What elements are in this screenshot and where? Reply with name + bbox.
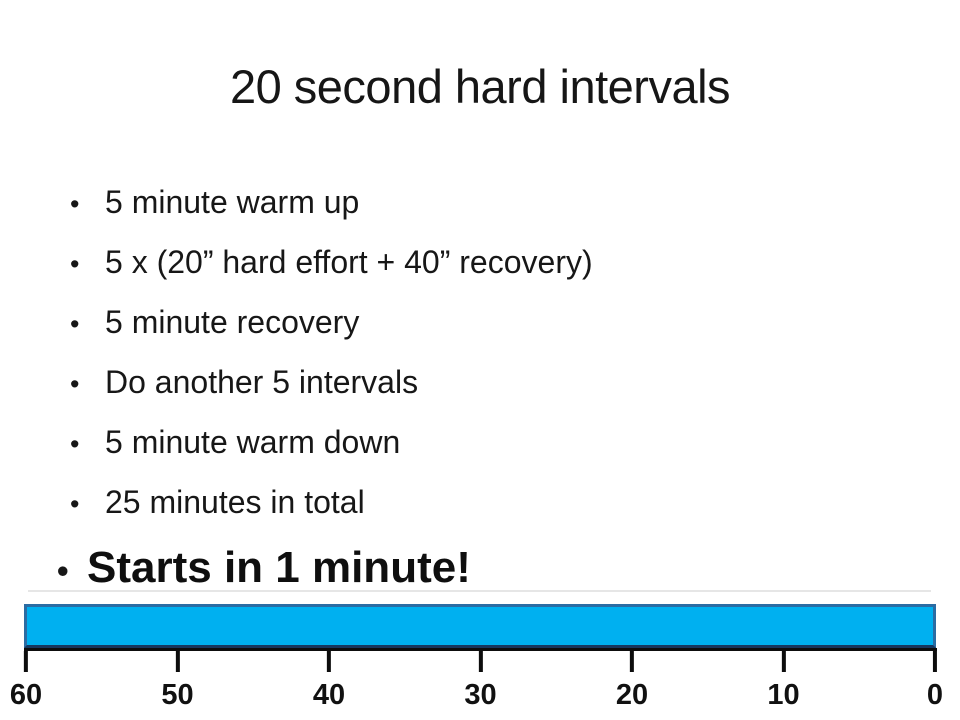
slide-title: 20 second hard intervals (229, 60, 731, 113)
bullet-text: 5 minute warm up (105, 184, 360, 220)
bullet-item: • 5 minute recovery (62, 304, 944, 342)
axis-tick: 0 (927, 651, 943, 710)
axis-tick-mark (23, 651, 28, 672)
axis-tick-mark (326, 651, 331, 672)
axis-tick-mark (629, 651, 634, 672)
bullet-text: 5 x (20” hard effort + 40” recovery) (105, 244, 593, 280)
bullet-item: • 5 minute warm up (62, 184, 944, 222)
bullet-text: Do another 5 intervals (105, 364, 419, 400)
axis-tick-label: 20 (615, 679, 649, 711)
axis-tick: 30 (464, 651, 497, 711)
bullet-dot-icon: • (70, 429, 80, 459)
bullet-item: • Do another 5 intervals (62, 364, 944, 402)
bullet-dot-icon: • (70, 249, 80, 279)
bullet-item: • 5 x (20” hard effort + 40” recovery) (62, 244, 944, 282)
axis-tick-mark (175, 651, 180, 672)
axis-tick-label: 10 (767, 679, 800, 711)
axis-tick-label: 30 (464, 679, 497, 711)
axis-tick: 40 (313, 651, 345, 710)
bullet-text: 25 minutes in total (105, 484, 365, 520)
bullet-list: • 5 minute warm up • 5 x (20” hard effor… (57, 184, 944, 617)
bullet-dot-icon: • (70, 489, 80, 519)
countdown-axis-line (24, 648, 937, 651)
bullet-text: 5 minute warm down (105, 424, 401, 460)
axis-tick: 20 (616, 651, 648, 710)
axis-tick-mark (932, 651, 937, 672)
bullet-dot-icon: • (70, 189, 80, 219)
axis-tick-label: 60 (9, 679, 43, 711)
bullet-item-emphasis: • Starts in 1 minute! (57, 544, 944, 595)
axis-tick-label: 50 (161, 679, 194, 711)
axis-tick-mark (781, 651, 786, 672)
divider-line (28, 590, 931, 592)
axis-tick-label: 40 (312, 679, 346, 711)
axis-tick: 60 (10, 651, 42, 710)
bullet-dot-icon: • (70, 369, 80, 399)
bullet-dot-icon: • (70, 309, 80, 339)
countdown-axis: 60 50 40 30 20 10 0 (10, 651, 943, 713)
bullet-dot-icon: • (57, 552, 69, 589)
bullet-text: 5 minute recovery (105, 304, 360, 340)
bullet-item: • 5 minute warm down (62, 424, 944, 462)
axis-tick: 10 (767, 651, 800, 711)
axis-tick: 50 (161, 651, 194, 711)
emphasis-text: Starts in 1 minute! (87, 543, 471, 592)
countdown-timer-bar (24, 604, 936, 648)
bullet-item: • 25 minutes in total (62, 484, 944, 522)
axis-tick-mark (478, 651, 483, 672)
axis-tick-label: 0 (926, 679, 944, 711)
